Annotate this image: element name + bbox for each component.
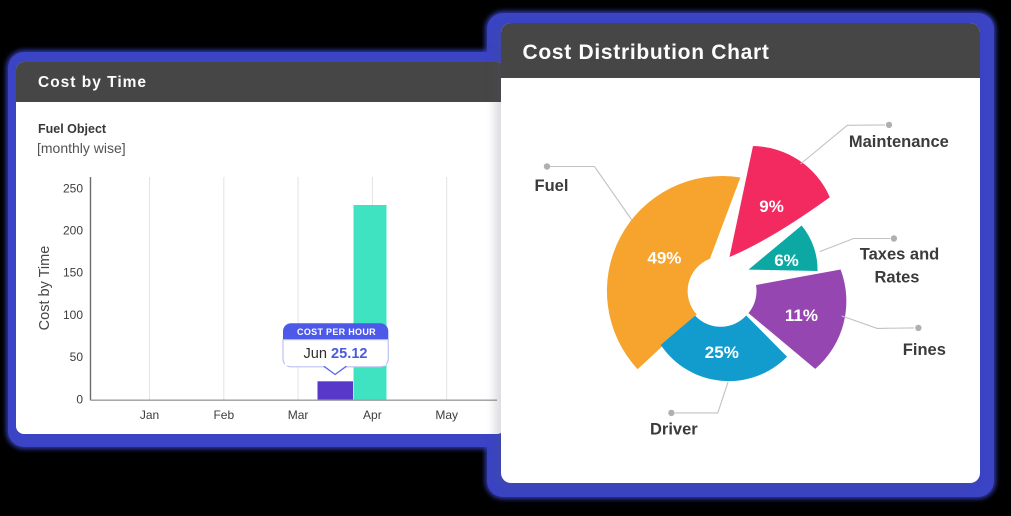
svg-text:Rates: Rates [875,269,920,287]
svg-text:50: 50 [70,350,84,364]
svg-text:Taxes and: Taxes and [860,246,939,264]
svg-text:Maintenance: Maintenance [849,133,949,151]
svg-text:Jan: Jan [140,408,159,422]
svg-text:Driver: Driver [650,421,698,439]
svg-text:200: 200 [63,224,83,238]
svg-text:0: 0 [76,392,83,406]
svg-text:Mar: Mar [288,408,309,422]
svg-text:150: 150 [63,266,83,280]
svg-text:Feb: Feb [213,408,234,422]
svg-text:Apr: Apr [363,408,382,422]
svg-text:250: 250 [63,181,83,195]
svg-text:6%: 6% [774,251,799,270]
svg-text:Jun 25.12: Jun 25.12 [303,346,367,362]
svg-text:25%: 25% [705,343,739,362]
svg-text:9%: 9% [759,197,784,216]
svg-text:Fines: Fines [903,341,946,359]
svg-text:11%: 11% [785,306,818,325]
svg-text:COST PER HOUR: COST PER HOUR [297,327,376,337]
svg-text:Fuel: Fuel [535,177,569,195]
svg-text:May: May [435,408,458,422]
svg-text:100: 100 [63,308,83,322]
svg-text:Cost by Time: Cost by Time [37,246,53,331]
svg-text:49%: 49% [647,249,681,268]
